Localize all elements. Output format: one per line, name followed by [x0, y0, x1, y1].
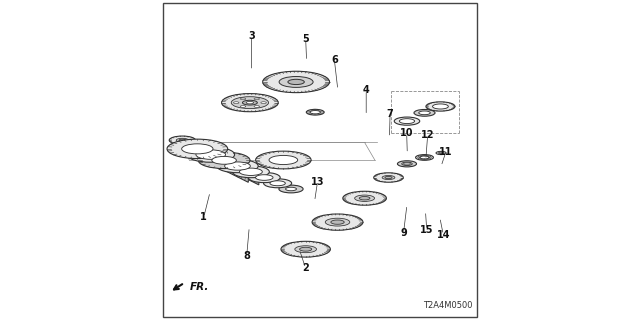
Ellipse shape [254, 98, 259, 100]
Ellipse shape [217, 159, 258, 173]
Ellipse shape [234, 102, 239, 104]
Ellipse shape [198, 152, 250, 169]
Text: T2A4M0500: T2A4M0500 [423, 301, 472, 310]
Ellipse shape [179, 139, 186, 141]
Text: 13: 13 [310, 177, 324, 187]
Ellipse shape [325, 218, 350, 226]
Text: 12: 12 [421, 130, 435, 140]
Ellipse shape [241, 106, 246, 107]
Ellipse shape [420, 156, 429, 159]
Text: 11: 11 [439, 147, 452, 157]
Ellipse shape [300, 247, 312, 251]
Ellipse shape [279, 185, 303, 193]
Text: FR.: FR. [189, 282, 209, 292]
Ellipse shape [397, 161, 417, 167]
Ellipse shape [355, 195, 374, 201]
Ellipse shape [415, 155, 433, 160]
Ellipse shape [196, 150, 225, 159]
Ellipse shape [187, 147, 235, 162]
Ellipse shape [231, 97, 269, 108]
Ellipse shape [374, 173, 403, 182]
Ellipse shape [169, 136, 195, 144]
Ellipse shape [403, 163, 411, 165]
Ellipse shape [359, 196, 370, 200]
Text: 7: 7 [387, 109, 394, 119]
Ellipse shape [419, 111, 430, 115]
Ellipse shape [241, 98, 246, 100]
Ellipse shape [331, 220, 344, 224]
Text: 3: 3 [248, 31, 255, 41]
Ellipse shape [221, 93, 278, 112]
Text: 4: 4 [363, 85, 369, 95]
Ellipse shape [212, 156, 236, 164]
Ellipse shape [343, 191, 387, 205]
Ellipse shape [285, 187, 296, 191]
Ellipse shape [279, 76, 313, 87]
Text: 6: 6 [331, 55, 338, 65]
Ellipse shape [438, 152, 444, 154]
Text: 10: 10 [400, 128, 413, 138]
Text: 14: 14 [436, 230, 450, 240]
Ellipse shape [254, 106, 259, 107]
Ellipse shape [255, 175, 273, 180]
Ellipse shape [426, 102, 455, 111]
Polygon shape [249, 177, 259, 185]
Ellipse shape [246, 101, 253, 104]
Ellipse shape [239, 168, 262, 175]
Ellipse shape [399, 119, 415, 124]
Polygon shape [184, 140, 248, 182]
Ellipse shape [261, 102, 266, 104]
Ellipse shape [225, 162, 250, 170]
Ellipse shape [295, 246, 317, 253]
Ellipse shape [232, 166, 269, 178]
Ellipse shape [385, 176, 392, 179]
Text: 8: 8 [243, 251, 250, 260]
Ellipse shape [312, 214, 363, 230]
Text: 9: 9 [400, 228, 407, 238]
Ellipse shape [243, 100, 257, 105]
Ellipse shape [270, 181, 285, 186]
Ellipse shape [414, 109, 435, 116]
Ellipse shape [281, 241, 330, 257]
Ellipse shape [262, 71, 330, 92]
Ellipse shape [176, 138, 189, 142]
Ellipse shape [418, 155, 431, 160]
Ellipse shape [436, 151, 446, 155]
Text: 15: 15 [420, 225, 433, 235]
Ellipse shape [382, 175, 395, 180]
Ellipse shape [394, 117, 420, 125]
Ellipse shape [433, 104, 449, 109]
Ellipse shape [310, 110, 321, 114]
Ellipse shape [307, 109, 324, 115]
Ellipse shape [248, 172, 280, 183]
Ellipse shape [255, 151, 311, 169]
Ellipse shape [288, 79, 304, 84]
Text: 1: 1 [200, 212, 207, 222]
Ellipse shape [167, 139, 228, 158]
Text: 5: 5 [302, 34, 309, 44]
Ellipse shape [264, 179, 292, 188]
Ellipse shape [402, 162, 412, 165]
Text: 2: 2 [302, 263, 309, 273]
Ellipse shape [182, 144, 213, 154]
Ellipse shape [269, 156, 298, 164]
